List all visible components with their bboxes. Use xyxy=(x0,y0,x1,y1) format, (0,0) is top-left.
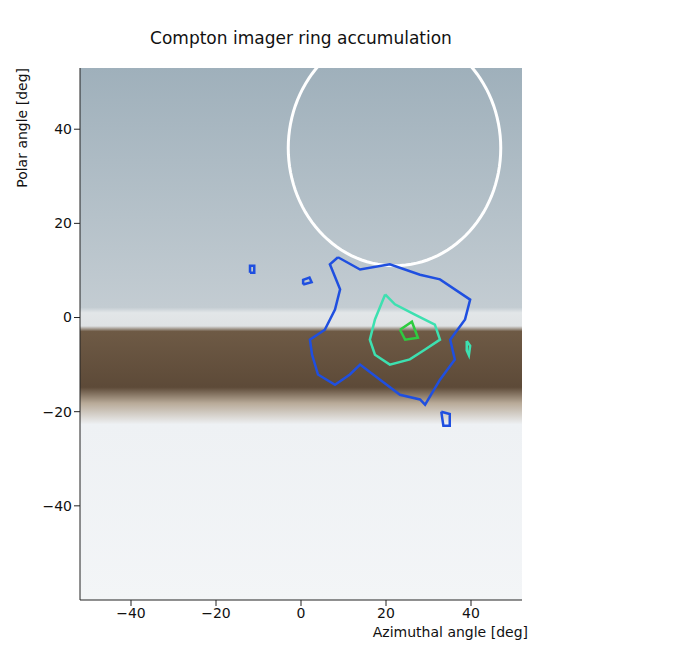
html-text:Compton imager ring accumulati: Compton imager ring accumulation xyxy=(150,28,452,48)
svg-text:−40: −40 xyxy=(116,605,146,621)
html-text:Azimuthal angle [deg]: Azimuthal angle [deg] xyxy=(372,624,528,640)
svg-text:−40: −40 xyxy=(42,498,72,514)
svg-text:0: 0 xyxy=(63,309,72,325)
svg-text:20: 20 xyxy=(54,215,72,231)
html-text:Polar angle [deg]: Polar angle [deg] xyxy=(14,68,30,188)
svg-text:40: 40 xyxy=(462,605,480,621)
svg-text:20: 20 xyxy=(377,605,395,621)
svg-text:0: 0 xyxy=(297,605,306,621)
svg-text:−20: −20 xyxy=(201,605,231,621)
svg-text:−20: −20 xyxy=(42,404,72,420)
svg-text:40: 40 xyxy=(54,121,72,137)
